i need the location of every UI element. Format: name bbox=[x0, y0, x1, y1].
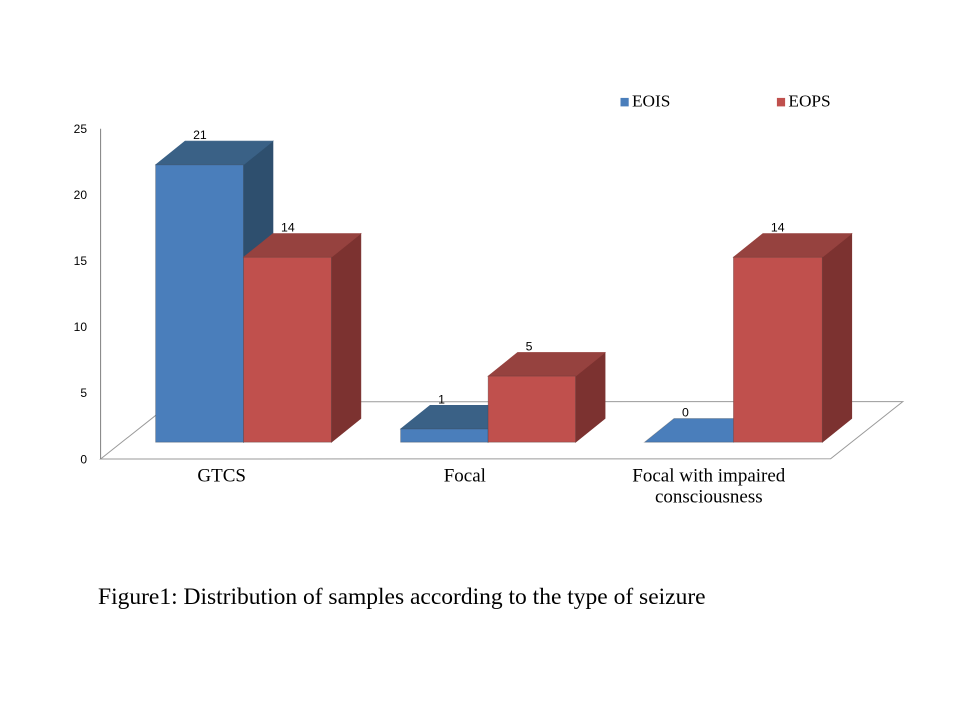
svg-text:0: 0 bbox=[80, 452, 87, 466]
svg-text:GTCS: GTCS bbox=[197, 466, 246, 487]
svg-text:5: 5 bbox=[80, 386, 87, 400]
svg-text:20: 20 bbox=[74, 188, 88, 202]
svg-text:EOPS: EOPS bbox=[788, 91, 830, 110]
svg-text:10: 10 bbox=[74, 320, 88, 334]
svg-text:Focal: Focal bbox=[444, 466, 486, 487]
svg-text:14: 14 bbox=[771, 221, 785, 235]
svg-text:25: 25 bbox=[74, 122, 88, 136]
svg-text:Focal with impaired: Focal with impaired bbox=[632, 466, 786, 487]
svg-text:0: 0 bbox=[682, 406, 689, 420]
svg-text:15: 15 bbox=[74, 254, 88, 268]
svg-text:5: 5 bbox=[526, 339, 533, 353]
svg-text:EOIS: EOIS bbox=[632, 91, 670, 110]
svg-text:consciousness: consciousness bbox=[655, 487, 763, 508]
svg-text:14: 14 bbox=[281, 221, 295, 235]
svg-text:21: 21 bbox=[193, 128, 207, 142]
svg-text:1: 1 bbox=[438, 392, 445, 406]
